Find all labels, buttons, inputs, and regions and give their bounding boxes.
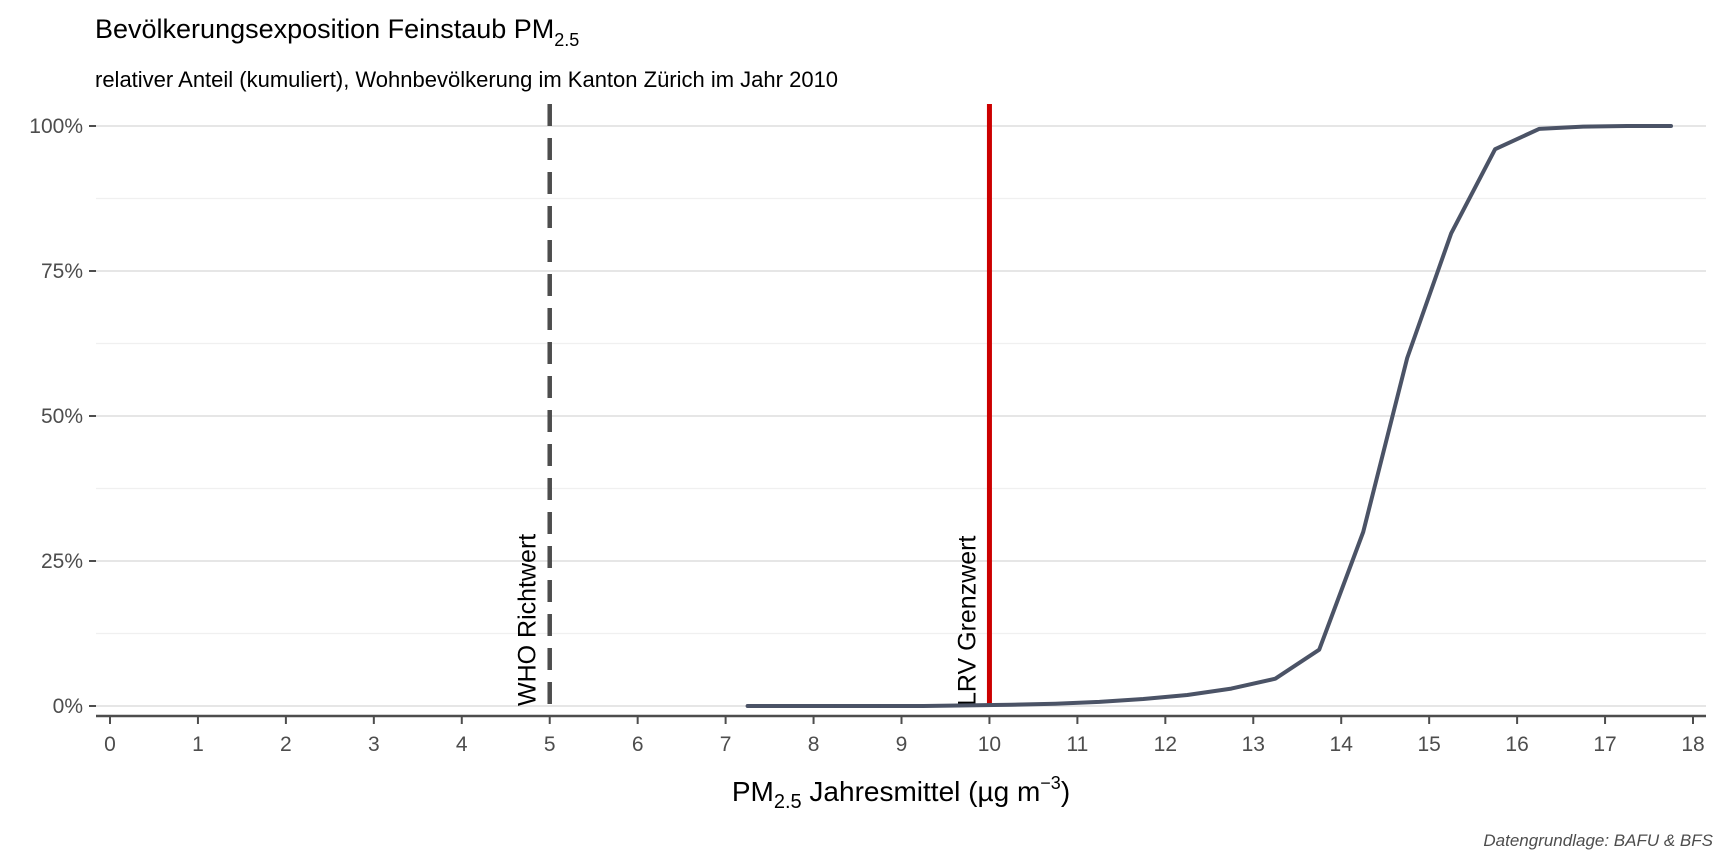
data-point	[878, 704, 882, 708]
x-tick-label: 5	[544, 733, 556, 756]
reference-lines: WHO Richtwert LRV Grenzwert	[514, 104, 992, 706]
data-point	[1405, 356, 1409, 360]
data-point	[1493, 147, 1497, 151]
data-point	[1625, 124, 1629, 128]
chart-caption: Datengrundlage: BAFU & BFS	[1483, 831, 1713, 850]
y-tick-label: 0%	[53, 695, 83, 718]
x-tick-label: 11	[1066, 733, 1088, 756]
data-point	[1537, 127, 1541, 131]
data-point	[1141, 697, 1145, 701]
y-tick-label: 75%	[41, 260, 83, 283]
x-tick-label: 16	[1505, 733, 1528, 756]
y-tick-label: 25%	[41, 550, 83, 573]
data-point	[834, 704, 838, 708]
data-point	[1229, 687, 1233, 691]
chart-subtitle: relativer Anteil (kumuliert), Wohnbevölk…	[95, 67, 838, 92]
series-line	[745, 124, 1673, 708]
x-tick-label: 15	[1417, 733, 1440, 756]
data-point	[1273, 677, 1277, 681]
data-point	[1361, 530, 1365, 534]
data-point	[1669, 124, 1673, 128]
x-tick-label: 0	[104, 733, 116, 756]
y-tick-label: 50%	[41, 405, 83, 428]
x-tick-label: 2	[280, 733, 292, 756]
data-point	[1097, 700, 1101, 704]
data-point	[1053, 702, 1057, 706]
series-group	[745, 124, 1673, 708]
x-tick-label: 12	[1154, 733, 1177, 756]
data-point	[921, 704, 925, 708]
x-tick-label: 10	[978, 733, 1001, 756]
reference-line-label: WHO Richtwert	[514, 534, 542, 706]
grid	[96, 125, 1706, 707]
data-point	[746, 704, 750, 708]
data-point	[1581, 125, 1585, 129]
x-tick-label: 8	[808, 733, 820, 756]
data-point	[1449, 231, 1453, 235]
data-point	[1317, 648, 1321, 652]
x-tick-label: 18	[1681, 733, 1704, 756]
x-tick-label: 9	[896, 733, 908, 756]
x-tick-label: 14	[1330, 733, 1354, 756]
x-tick-label: 7	[720, 733, 732, 756]
data-point	[965, 703, 969, 707]
data-point	[1009, 703, 1013, 707]
x-tick-label: 13	[1242, 733, 1265, 756]
x-tick-label: 3	[368, 733, 380, 756]
reference-line-label: LRV Grenzwert	[953, 536, 981, 706]
x-tick-label: 17	[1593, 733, 1616, 756]
data-point	[790, 704, 794, 708]
data-point	[1185, 693, 1189, 697]
axes: 0%25%50%75%100%0 1 2 3 4 5 6 7 8 9 10 11 12 13 14 15 16 1…	[29, 115, 1706, 756]
x-axis-label: PM2.5 Jahresmittel (µg m−3)	[732, 773, 1070, 813]
chart-title: Bevölkerungsexposition Feinstaub PM2.5	[95, 14, 579, 50]
y-tick-label: 100%	[29, 115, 83, 138]
x-tick-label: 4	[456, 733, 468, 756]
x-tick-label: 1	[192, 733, 204, 756]
x-tick-label: 6	[632, 733, 644, 756]
